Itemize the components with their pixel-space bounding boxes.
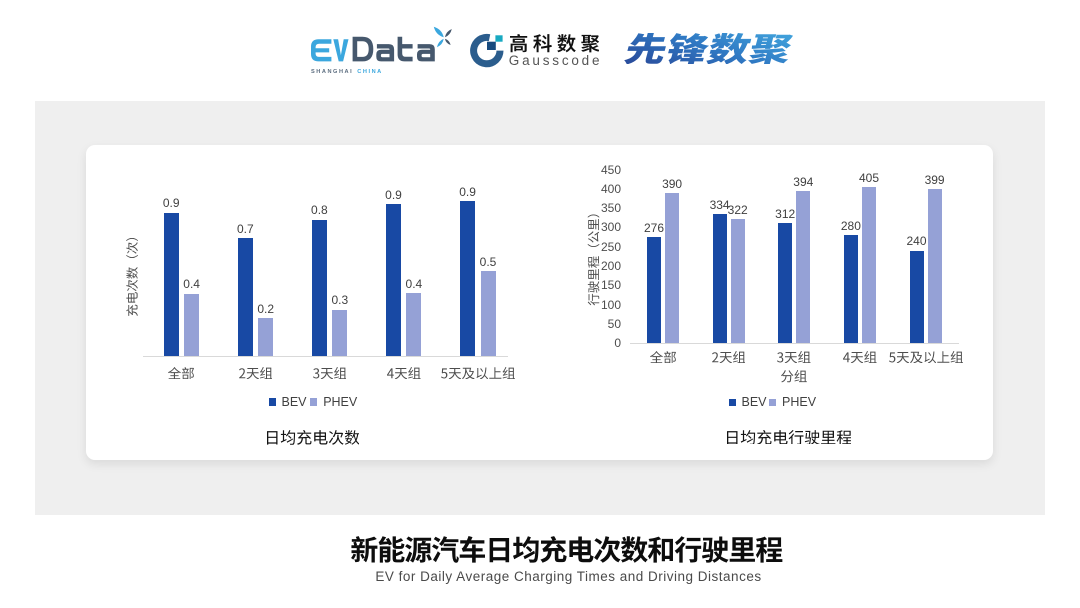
svg-text:SHANGHAI: SHANGHAI — [311, 69, 353, 75]
svg-text:CHINA: CHINA — [357, 69, 382, 75]
